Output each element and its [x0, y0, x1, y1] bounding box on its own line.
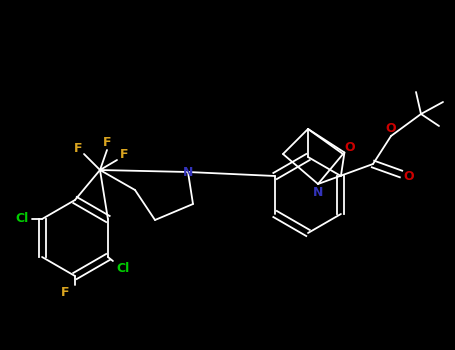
Text: F: F	[74, 141, 82, 154]
Text: Cl: Cl	[116, 262, 130, 275]
Text: O: O	[344, 141, 355, 154]
Text: Cl: Cl	[15, 212, 29, 225]
Text: F: F	[61, 287, 69, 300]
Text: F: F	[103, 135, 111, 148]
Text: O: O	[404, 170, 415, 183]
Text: F: F	[120, 148, 128, 161]
Text: N: N	[183, 166, 193, 178]
Text: N: N	[313, 186, 323, 198]
Text: O: O	[386, 121, 396, 134]
